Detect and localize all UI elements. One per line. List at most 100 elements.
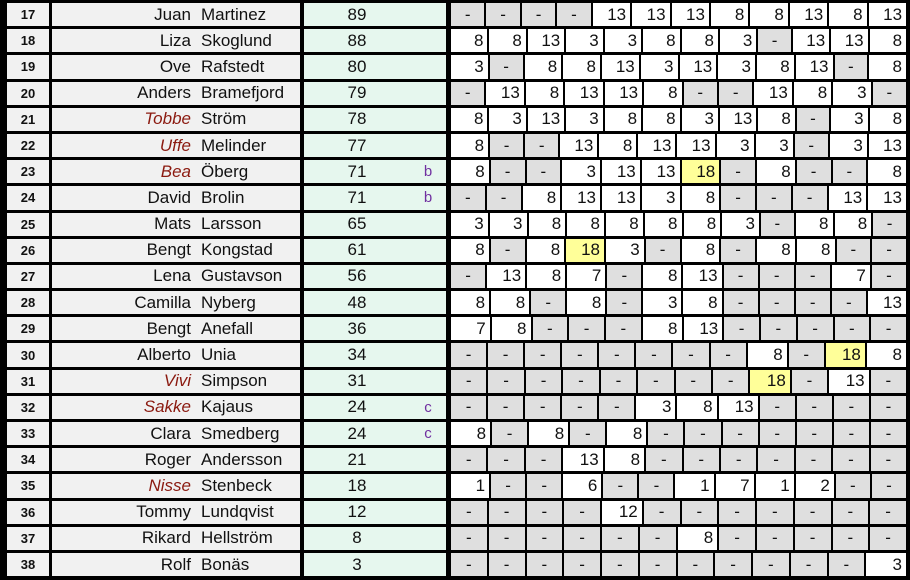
round-score-cell[interactable]: - [761,212,796,236]
round-score-cell[interactable]: 13 [868,186,906,210]
round-score-cell[interactable]: - [828,552,867,577]
name-cell[interactable]: Bengt Anefall [52,317,304,341]
round-score-cell[interactable]: - [794,526,833,550]
round-score-cell[interactable]: - [602,526,640,550]
round-score-cell[interactable]: - [488,552,527,577]
round-score-cell[interactable]: 8 [491,291,532,315]
round-score-cell[interactable]: 13 [868,133,906,158]
round-score-cell[interactable]: - [757,526,795,550]
round-score-cell[interactable]: - [451,395,489,419]
round-score-cell[interactable]: 8 [757,55,796,79]
round-score-cell[interactable]: - [451,3,487,27]
round-score-cell[interactable]: 13 [718,395,760,419]
round-score-cell[interactable]: 13 [527,107,567,131]
round-score-cell[interactable]: 8 [451,133,491,158]
total-score-cell[interactable]: 80 [304,55,410,79]
tie-note-cell[interactable] [410,133,451,158]
round-score-cell[interactable]: - [871,317,906,341]
round-score-cell[interactable]: - [451,343,489,367]
name-cell[interactable]: Tobbe Ström [52,107,304,131]
round-score-cell[interactable]: 13 [831,29,870,53]
name-cell[interactable]: Anders Bramefjord [52,81,304,105]
round-score-cell[interactable]: - [526,160,563,184]
round-score-cell[interactable]: - [451,369,489,393]
round-score-cell[interactable]: - [832,526,871,550]
round-score-cell[interactable]: 8 [642,317,684,341]
round-score-cell[interactable]: - [870,526,906,550]
round-score-cell[interactable]: - [872,81,907,105]
round-score-cell[interactable]: 8 [604,107,644,131]
round-score-cell[interactable]: - [836,238,873,262]
name-cell[interactable]: Camilla Nyberg [52,291,304,315]
round-score-cell[interactable]: - [720,448,759,472]
round-score-cell[interactable]: 13 [795,55,835,79]
total-score-cell[interactable]: 79 [304,81,410,105]
round-score-cell[interactable]: 8 [522,186,563,210]
rank-cell[interactable]: 27 [7,264,52,289]
round-score-cell[interactable]: - [488,395,526,419]
tie-note-cell[interactable] [410,264,451,289]
name-cell[interactable]: Liza Skoglund [52,29,304,53]
round-score-cell[interactable]: 8 [491,317,533,341]
round-score-cell[interactable]: 12 [602,500,644,524]
tie-note-cell[interactable] [410,3,451,27]
round-score-cell[interactable]: - [606,317,643,341]
round-score-cell[interactable]: 8 [796,238,837,262]
round-score-cell[interactable]: - [646,448,684,472]
round-score-cell[interactable]: - [759,264,796,289]
round-score-cell[interactable]: - [792,186,829,210]
round-score-cell[interactable]: - [757,500,795,524]
round-score-cell[interactable]: - [797,317,835,341]
round-score-cell[interactable]: - [753,552,791,577]
total-score-cell[interactable]: 8 [304,526,410,550]
round-score-cell[interactable]: - [557,3,593,27]
round-score-cell[interactable]: - [722,422,760,446]
round-score-cell[interactable]: - [639,552,678,577]
round-score-cell[interactable]: 8 [644,212,684,236]
round-score-cell[interactable]: - [490,133,526,158]
round-score-cell[interactable]: - [599,395,637,419]
round-score-cell[interactable]: - [759,291,796,315]
name-cell[interactable]: Ove Rafstedt [52,55,304,79]
name-cell[interactable]: Rolf Bonäs [52,552,304,577]
round-score-cell[interactable]: - [791,369,830,393]
round-score-cell[interactable]: - [532,317,570,341]
round-score-cell[interactable]: 8 [747,343,789,367]
round-score-cell[interactable]: - [489,55,525,79]
rank-cell[interactable]: 25 [7,212,52,236]
round-score-cell[interactable]: 8 [451,291,492,315]
round-score-cell[interactable]: 3 [866,552,906,577]
round-score-cell[interactable]: - [794,500,833,524]
round-score-cell[interactable]: - [795,264,832,289]
round-score-cell[interactable]: 8 [451,107,490,131]
round-score-cell[interactable]: 3 [643,291,684,315]
round-score-cell[interactable]: 3 [489,212,529,236]
round-score-cell[interactable]: 13 [565,81,605,105]
round-score-cell[interactable]: 13 [632,3,672,27]
round-score-cell[interactable]: 3 [831,107,870,131]
round-score-cell[interactable]: - [525,343,563,367]
name-cell[interactable]: Bea Öberg [52,160,304,184]
round-score-cell[interactable]: 8 [868,160,906,184]
round-score-cell[interactable]: 3 [833,81,873,105]
round-score-cell[interactable]: 8 [529,422,571,446]
round-score-cell[interactable]: 3 [829,133,869,158]
rank-cell[interactable]: 33 [7,422,52,446]
round-score-cell[interactable]: 13 [719,107,759,131]
round-score-cell[interactable]: 1 [755,474,796,498]
total-score-cell[interactable]: 3 [304,552,410,577]
round-score-cell[interactable]: 8 [567,291,608,315]
rank-cell[interactable]: 28 [7,291,52,315]
round-score-cell[interactable]: 3 [566,107,605,131]
round-score-cell[interactable]: - [788,343,826,367]
round-score-cell[interactable]: 3 [489,107,528,131]
round-score-cell[interactable]: - [796,395,834,419]
rank-cell[interactable]: 22 [7,133,52,158]
tie-note-cell[interactable]: b [410,186,451,210]
round-score-cell[interactable]: 8 [599,133,639,158]
round-score-cell[interactable]: - [603,474,640,498]
round-score-cell[interactable]: 13 [792,29,832,53]
name-cell[interactable]: David Brolin [52,186,304,210]
round-score-cell[interactable]: - [715,552,753,577]
round-score-cell[interactable]: 3 [719,29,759,53]
